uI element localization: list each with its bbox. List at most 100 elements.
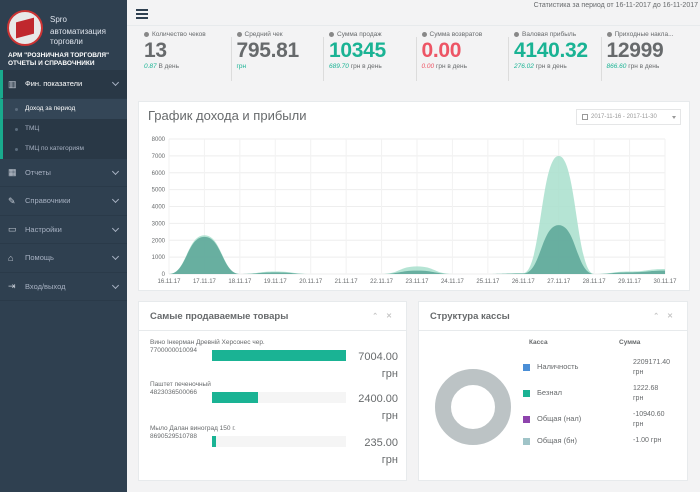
kpi-label: Сумма возвратов [429,31,483,38]
legend-swatch [523,364,530,371]
x-tick-label: 26.11.17 [512,279,536,285]
product-value: 7004.00 грн [358,349,398,383]
x-tick-label: 17.11.17 [193,279,217,285]
collapse-icon[interactable]: ⌃ [653,313,660,320]
sidebar-subitem-tmc-cat[interactable]: ТМЦ по категориям [3,139,127,159]
kpi-sub-unit: грн [236,63,247,70]
product-value: 2400.00 грн [358,391,398,425]
date-range-value: 2017-11-16 - 2017-11-30 [591,114,657,120]
kpi-sub-value: 0.00 [421,63,435,70]
list-item: Паштет печеночный 4823036500066 2400.00 г… [150,381,400,422]
x-tick-label: 18.11.17 [228,279,252,285]
product-name: Мыло Далан виноград 150 г. [150,425,236,432]
value-unit: грн [381,368,398,380]
logo-icon [7,10,43,46]
sidebar-item-reports[interactable]: ▦ Отчеты [0,159,127,187]
edit-icon: ✎ [8,195,16,206]
stat-period: Статистика за период от 16-11-2017 до 16… [533,2,698,9]
top-products-panel: Самые продаваемые товары ⌃ ✕ Вино Інкерма… [138,301,407,481]
menu-toggle-icon[interactable] [136,9,148,19]
brand-subtitle: автоматизация торговли [50,27,106,46]
sidebar-item-directories[interactable]: ✎ Справочники [0,187,127,216]
progress-fill [212,392,258,403]
sidebar-item-help[interactable]: ⌂ Помощь [0,244,127,273]
y-tick-label: 5000 [152,188,166,194]
date-range-picker[interactable]: 2017-11-16 - 2017-11-30 [576,109,681,125]
user-icon [144,32,149,37]
x-tick-label: 20.11.17 [299,279,323,285]
kpi-value: 12999 [606,39,664,62]
legend-swatch [523,416,530,423]
x-tick-label: 16.11.17 [158,279,182,285]
close-icon[interactable]: ✕ [386,313,392,320]
kpi-sub-unit: грн в день [535,63,567,70]
y-tick-label: 1000 [152,255,166,261]
x-tick-label: 19.11.17 [264,279,288,285]
income-chart-panel: График дохода и прибыли 2017-11-16 - 201… [138,101,690,291]
x-tick-label: 30.11.17 [654,279,678,285]
kpi-label: Сумма продаж [337,31,382,38]
sidebar-submenu: Доход за период ТМЦ ТМЦ по категориям [0,98,127,159]
kpi-sub: 0.00 грн в день [422,63,505,70]
monitor-icon: ▭ [8,224,17,235]
sidebar-subitem-tmc[interactable]: ТМЦ [3,119,127,139]
table-icon: ▦ [8,167,17,178]
y-tick-label: 7000 [152,154,166,160]
x-tick-label: 28.11.17 [583,279,607,285]
sidebar-item-settings[interactable]: ▭ Настройки [0,216,127,244]
sidebar-item-label: Отчеты [25,167,51,177]
donut-ring [435,369,511,445]
kpi-sub: 276.02 грн в день [514,63,597,70]
kpi-returns: Сумма возвратов 0.00 0.00 грн в день [415,27,509,97]
value-amount: 2400.00 [358,393,398,405]
kpi-sub-value: 0.87 [144,63,157,70]
progress-bar [212,350,346,361]
kpi-label: Валовая прибыль [522,31,577,38]
bar-chart-icon: ▥ [8,78,17,89]
cash-label: Наличность [537,362,579,371]
y-tick-label: 0 [162,272,166,278]
value-unit: грн [381,454,398,466]
legend-swatch [523,390,530,397]
caret-down-icon [672,116,676,119]
y-tick-label: 3000 [152,221,166,227]
kpi-label: Количество чеков [152,31,206,38]
cash-label: Общая (нал) [537,414,582,423]
kpi-label: Средний чек [244,31,283,38]
chevron-down-icon [111,224,120,232]
progress-bar [212,392,346,403]
kpi-value: 13 [144,39,167,62]
kpi-avg-check: Средний чек 795.81 грн [230,27,324,97]
product-value: 235.00 грн [364,435,398,469]
value-amount: 235.00 [364,437,398,449]
value-unit: грн [381,410,398,422]
y-tick-label: 6000 [152,171,166,177]
kpi-sub-unit: грн в день [350,63,382,70]
x-tick-label: 25.11.17 [476,279,500,285]
donut-chart [435,369,511,445]
kpi-sales: Сумма продаж 10345 689.70 грн в день [323,27,416,97]
kpi-sub-value: 866.60 [606,63,627,70]
close-icon[interactable]: ✕ [667,313,673,320]
x-tick-label: 29.11.17 [618,279,642,285]
topbar: Статистика за период от 16-11-2017 до 16… [127,0,700,26]
x-tick-label: 24.11.17 [441,279,465,285]
signout-icon: ⇥ [8,281,16,292]
calendar-icon [582,114,588,120]
list-item: Мыло Далан виноград 150 г. 8690529510788… [150,425,400,466]
chevron-down-icon [111,167,120,175]
sidebar-subitem-income[interactable]: Доход за период [3,98,127,119]
user-icon [421,32,427,37]
app-title: АРМ "РОЗНИЧНАЯ ТОРГОВЛЯ" ОТЧЕТЫ И СПРАВО… [8,52,110,67]
legend-swatch [523,438,530,445]
kpi-value: 4140.32 [514,39,588,62]
x-tick-label: 21.11.17 [335,279,359,285]
collapse-icon[interactable]: ⌃ [372,313,379,320]
kpi-sub-unit: В день [158,63,179,70]
kpi-sub-value: 276.02 [514,63,534,70]
product-code: 7700000010094 [150,347,197,354]
sidebar-item-login[interactable]: ⇥ Вход/выход [0,273,127,301]
cash-sum: 1222.68 грн [633,385,659,402]
kpi-value: 10345 [329,39,386,62]
sidebar-item-fin[interactable]: ▥ Фин. показатели [0,70,127,99]
